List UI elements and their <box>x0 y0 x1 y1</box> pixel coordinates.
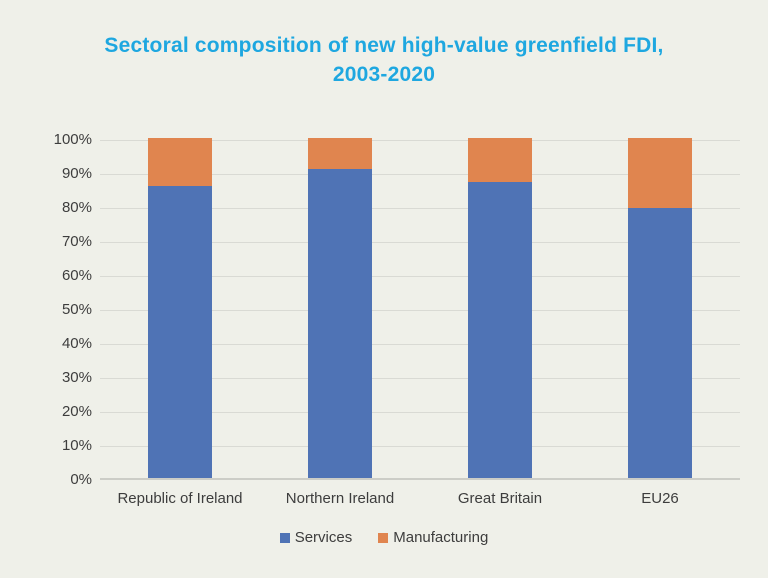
legend: Services Manufacturing <box>0 529 768 546</box>
bar-segment-northern-ireland-manufacturing <box>308 138 372 169</box>
y-axis: 0% 10% 20% 30% 40% 50% 60% 70% 80% 90% 100% <box>28 131 92 488</box>
plot-area <box>100 138 740 480</box>
x-axis-label-eu26: EU26 <box>641 490 679 507</box>
y-tick-label-20: 20% <box>61 403 92 420</box>
y-tick-label-10: 10% <box>61 437 92 454</box>
y-tick-label-0: 0% <box>70 471 92 488</box>
x-axis-label-great-britain: Great Britain <box>457 490 543 507</box>
legend-swatch-manufacturing <box>378 532 389 543</box>
y-tick-label-60: 60% <box>61 267 92 284</box>
y-tick-label-40: 40% <box>61 335 92 352</box>
y-tick-label-90: 90% <box>61 165 92 182</box>
legend-swatch-services <box>279 532 290 543</box>
legend-item-services: Services <box>279 529 353 546</box>
bar-segment-eu26-manufacturing <box>628 138 692 208</box>
gridline-40 <box>100 343 740 345</box>
gridline-70 <box>100 241 740 243</box>
bar-segment-great-britain-manufacturing <box>468 138 532 183</box>
gridline-90 <box>100 173 740 175</box>
bar-segment-northern-ireland-services <box>308 168 372 478</box>
y-tick-label-30: 30% <box>61 369 92 386</box>
legend-label-manufacturing: Manufacturing <box>393 529 489 546</box>
gridline-80 <box>100 207 740 209</box>
gridline-50 <box>100 309 740 311</box>
y-tick-label-70: 70% <box>61 233 92 250</box>
legend-item-manufacturing: Manufacturing <box>378 529 488 546</box>
y-tick-label-50: 50% <box>61 301 92 318</box>
x-axis-label-northern-ireland: Northern Ireland <box>285 490 395 507</box>
bar-segment-republic-of-ireland-manufacturing <box>148 138 212 186</box>
chart-title: Sectoral composition of new high-value g… <box>104 34 664 87</box>
y-tick-label-100: 100% <box>53 131 92 148</box>
bar-segment-eu26-services <box>628 207 692 478</box>
bar-segment-great-britain-services <box>468 182 532 478</box>
legend-label-services: Services <box>294 529 353 546</box>
bar-segment-republic-of-ireland-services <box>148 185 212 478</box>
y-tick-label-80: 80% <box>61 199 92 216</box>
gridline-20 <box>100 411 740 413</box>
x-axis-label-republic-of-ireland: Republic of Ireland <box>117 490 243 507</box>
x-axis: Republic of Ireland Northern Ireland Great… <box>100 490 740 510</box>
gridline-60 <box>100 275 740 277</box>
gridline-100 <box>100 139 740 141</box>
gridline-10 <box>100 445 740 447</box>
gridline-30 <box>100 377 740 379</box>
